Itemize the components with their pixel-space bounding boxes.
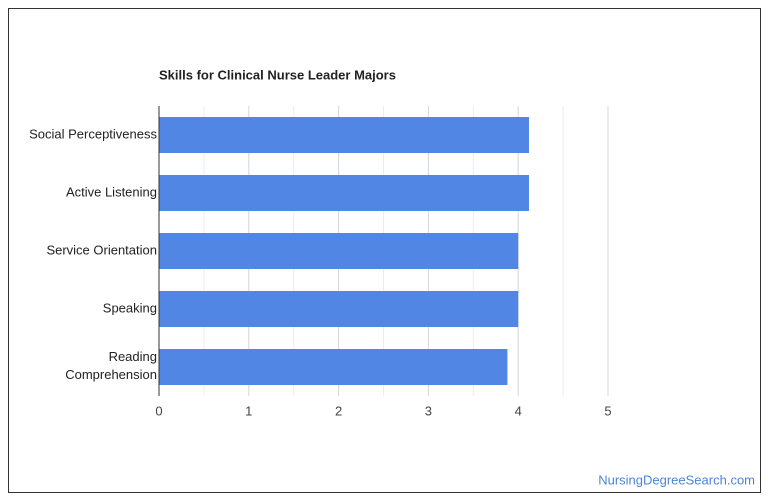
- y-tick-label: Active Listening: [66, 184, 157, 199]
- chart-title: Skills for Clinical Nurse Leader Majors: [159, 67, 396, 82]
- x-tick-label: 1: [245, 403, 252, 418]
- y-tick-label: Reading Comprehension: [65, 349, 157, 382]
- x-tick-label: 4: [515, 403, 522, 418]
- y-tick-label: Speaking: [103, 300, 157, 315]
- y-tick-label: Social Perceptiveness: [29, 126, 157, 141]
- x-tick-label: 3: [425, 403, 432, 418]
- bar: [159, 349, 508, 385]
- bar: [159, 291, 519, 327]
- bar: [159, 175, 529, 211]
- bar: [159, 233, 519, 269]
- bar: [159, 117, 529, 153]
- x-tick-label: 0: [155, 403, 162, 418]
- x-tick-label: 5: [604, 403, 611, 418]
- y-tick-label: Service Orientation: [46, 242, 157, 257]
- source-link[interactable]: NursingDegreeSearch.com: [598, 472, 755, 487]
- x-tick-label: 2: [335, 403, 342, 418]
